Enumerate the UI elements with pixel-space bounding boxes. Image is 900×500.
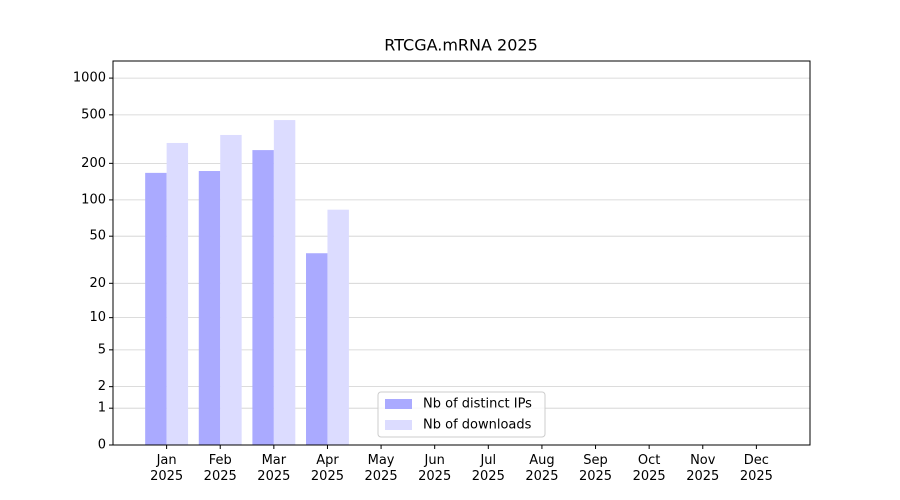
- y-tick-label: 5: [98, 342, 106, 357]
- bar: [327, 209, 349, 445]
- x-tick-label: Mar 2025: [257, 453, 291, 484]
- bar: [166, 142, 189, 446]
- legend-swatch: [385, 420, 412, 430]
- legend-label: Nb of distinct IPs: [423, 397, 532, 412]
- x-tick-label: Jun 2025: [418, 453, 452, 484]
- bar: [198, 171, 221, 445]
- x-tick-label: Apr 2025: [310, 453, 344, 484]
- bar: [273, 120, 296, 446]
- x-tick-label: Sep 2025: [578, 453, 613, 484]
- x-tick-label: Nov 2025: [686, 453, 720, 484]
- x-tick-label: Dec 2025: [739, 453, 773, 484]
- legend-box: [377, 391, 546, 438]
- x-tick-label: Oct 2025: [632, 453, 666, 484]
- y-tick-label: 1: [98, 401, 106, 416]
- legend-swatch: [385, 399, 412, 409]
- x-tick-label: Jul 2025: [471, 453, 505, 484]
- chart-title: RTCGA.mRNA 2025: [384, 36, 538, 55]
- bar: [145, 172, 167, 445]
- y-tick-label: 500: [81, 107, 106, 122]
- x-tick-label: May 2025: [364, 453, 398, 484]
- bar: [306, 253, 328, 445]
- y-tick-label: 200: [81, 156, 106, 171]
- y-tick-label: 0: [98, 438, 106, 453]
- legend-label: Nb of downloads: [423, 418, 532, 433]
- x-tick-label: Jan 2025: [150, 453, 184, 484]
- y-tick-label: 50: [89, 229, 106, 244]
- y-tick-label: 10: [89, 310, 106, 325]
- y-tick-label: 100: [81, 192, 106, 207]
- x-tick-label: Feb 2025: [203, 453, 237, 484]
- plot-frame: [112, 60, 811, 446]
- y-tick-label: 20: [89, 276, 106, 291]
- bar: [220, 134, 242, 446]
- y-tick-label: 1000: [73, 71, 106, 86]
- y-tick-label: 2: [98, 379, 106, 394]
- bar: [252, 150, 274, 445]
- x-tick-label: Aug 2025: [525, 453, 559, 484]
